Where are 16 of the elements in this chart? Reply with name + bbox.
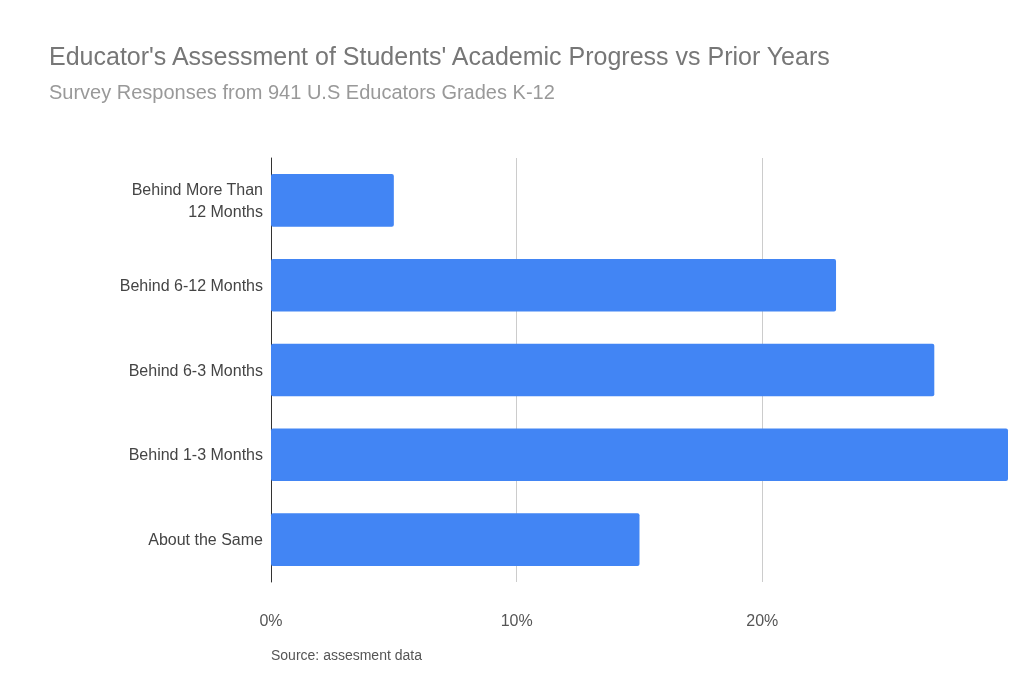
bar xyxy=(271,428,1008,482)
bar xyxy=(271,343,935,397)
y-tick-label: Behind More Than 12 Months xyxy=(131,180,263,220)
x-tick-label: 0% xyxy=(259,611,283,629)
y-tick-label: About the Same xyxy=(148,531,264,549)
bar xyxy=(271,513,640,566)
y-tick-label: Behind 6-3 Months xyxy=(128,361,263,379)
bar xyxy=(271,258,837,312)
y-tick-label: Behind 1-3 Months xyxy=(128,446,263,464)
chart-subtitle: Survey Responses from 941 U.S Educators Grades K-12 xyxy=(49,81,555,103)
bar xyxy=(271,174,394,227)
chart-title: Educator's Assessment of Students' Academic Progress vs Prior Years xyxy=(49,41,830,70)
source-note: Source: assesment data xyxy=(271,647,423,663)
x-tick-label: 10% xyxy=(500,611,533,629)
x-tick-label: 20% xyxy=(746,611,779,629)
y-tick-label: Behind 6-12 Months xyxy=(119,276,263,294)
